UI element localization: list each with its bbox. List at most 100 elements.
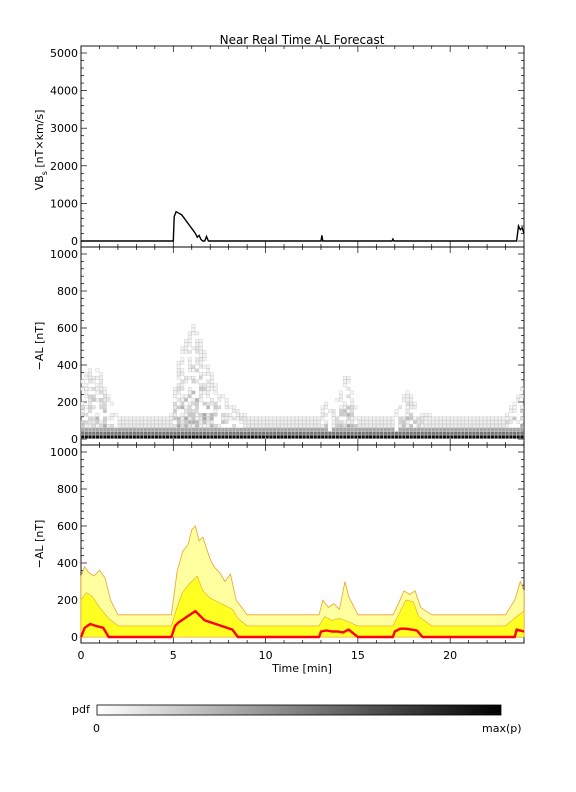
heatmap-cell (117, 427, 122, 432)
heatmap-cell (210, 401, 214, 406)
heatmap-cell (110, 427, 114, 432)
heatmap-cell (368, 427, 373, 432)
heatmap-cell (206, 372, 210, 376)
heatmap-cell (147, 435, 151, 439)
heatmap-cell (383, 424, 388, 428)
heatmap-cell (136, 416, 140, 421)
heatmap-cell (464, 435, 469, 439)
heatmap-cell (405, 405, 410, 410)
heatmap-cell (187, 409, 192, 413)
heatmap-cell (184, 431, 188, 436)
heatmap-cell (103, 390, 107, 395)
heatmap-cell (335, 435, 340, 439)
heatmap-cell (184, 342, 188, 347)
heatmap-cell (184, 409, 188, 413)
vbs-frame (80, 45, 525, 248)
median-line (79, 609, 525, 639)
heatmap-cell (505, 431, 509, 436)
heatmap-cell (187, 405, 192, 410)
heatmap-cell (191, 416, 196, 421)
heatmap-cell (431, 431, 436, 436)
heatmap-cell (80, 409, 85, 413)
heatmap-cell (269, 416, 273, 421)
heatmap-cell (224, 431, 229, 436)
heatmap-cell (99, 390, 103, 395)
heatmap-cell (173, 390, 177, 395)
heatmap-cell (91, 394, 96, 399)
heatmap-cell (335, 427, 340, 432)
heatmap-cell (475, 424, 480, 428)
heatmap-cell (217, 405, 222, 410)
heatmap-cell (117, 420, 122, 424)
heatmap-cell (224, 435, 229, 439)
heatmap-cell (339, 394, 343, 399)
heatmap-cell (195, 361, 199, 365)
heatmap-cell (276, 431, 281, 436)
heatmap-cell (165, 416, 170, 421)
heatmap-cell (246, 431, 251, 436)
heatmap-cell (409, 416, 414, 421)
heatmap-cell (442, 427, 447, 432)
heatmap-cell (365, 420, 369, 424)
heatmap-cell (221, 420, 225, 424)
heatmap-cell (317, 435, 321, 439)
heatmap-cell (269, 424, 273, 428)
heatmap-cell (114, 431, 118, 436)
heatmap-cell (339, 412, 343, 417)
heatmap-cell (435, 427, 439, 432)
heatmap-cell (221, 416, 225, 421)
heatmap-cell (169, 427, 174, 432)
al-forecast-ytick-label: 800 (57, 483, 78, 496)
heatmap-cell (224, 401, 229, 406)
heatmap-cell (416, 435, 421, 439)
heatmap-cell (95, 435, 100, 439)
heatmap-cell (232, 405, 236, 410)
heatmap-cell (283, 424, 288, 428)
heatmap-cell (324, 420, 329, 424)
heatmap-cell (276, 420, 281, 424)
heatmap-cell (409, 412, 414, 417)
heatmap-cell (302, 420, 306, 424)
heatmap-cell (339, 405, 343, 410)
heatmap-cell (187, 350, 192, 354)
heatmap-cell (339, 420, 343, 424)
heatmap-cell (520, 405, 524, 410)
heatmap-cell (331, 435, 336, 439)
heatmap-cell (486, 431, 491, 436)
heatmap-cell (128, 416, 133, 421)
heatmap-cell (357, 420, 362, 424)
heatmap-cell (280, 431, 284, 436)
heatmap-cell (84, 394, 89, 399)
heatmap-cell (302, 435, 306, 439)
heatmap-cell (265, 427, 270, 432)
heatmap-cell (512, 416, 517, 421)
heatmap-cell (250, 420, 255, 424)
heatmap-cell (453, 416, 458, 421)
colorbar-label: pdf (72, 703, 91, 716)
heatmap-cell (512, 427, 517, 432)
heatmap-cell (520, 409, 524, 413)
heatmap-cell (457, 427, 461, 432)
heatmap-cell (520, 435, 524, 439)
heatmap-cell (431, 424, 436, 428)
heatmap-cell (283, 416, 288, 421)
heatmap-cell (520, 394, 524, 399)
vbs-y-axis-label-subscript: s (40, 171, 49, 175)
heatmap-cell (494, 435, 498, 439)
al-heatmap-y-axis-label: −AL [nT] (33, 322, 46, 371)
heatmap-cell (265, 424, 270, 428)
heatmap-cell (206, 390, 210, 395)
heatmap-cell (483, 427, 487, 432)
heatmap-cell (250, 424, 255, 428)
heatmap-cell (309, 416, 314, 421)
heatmap-cell (313, 424, 318, 428)
heatmap-cell (162, 424, 166, 428)
heatmap-cell (221, 435, 225, 439)
heatmap-cell (125, 420, 129, 424)
heatmap-cell (376, 424, 380, 428)
heatmap-cell (232, 435, 236, 439)
heatmap-cell (195, 405, 199, 410)
heatmap-cell (228, 427, 233, 432)
heatmap-cell (342, 401, 347, 406)
heatmap-cell (409, 394, 414, 399)
